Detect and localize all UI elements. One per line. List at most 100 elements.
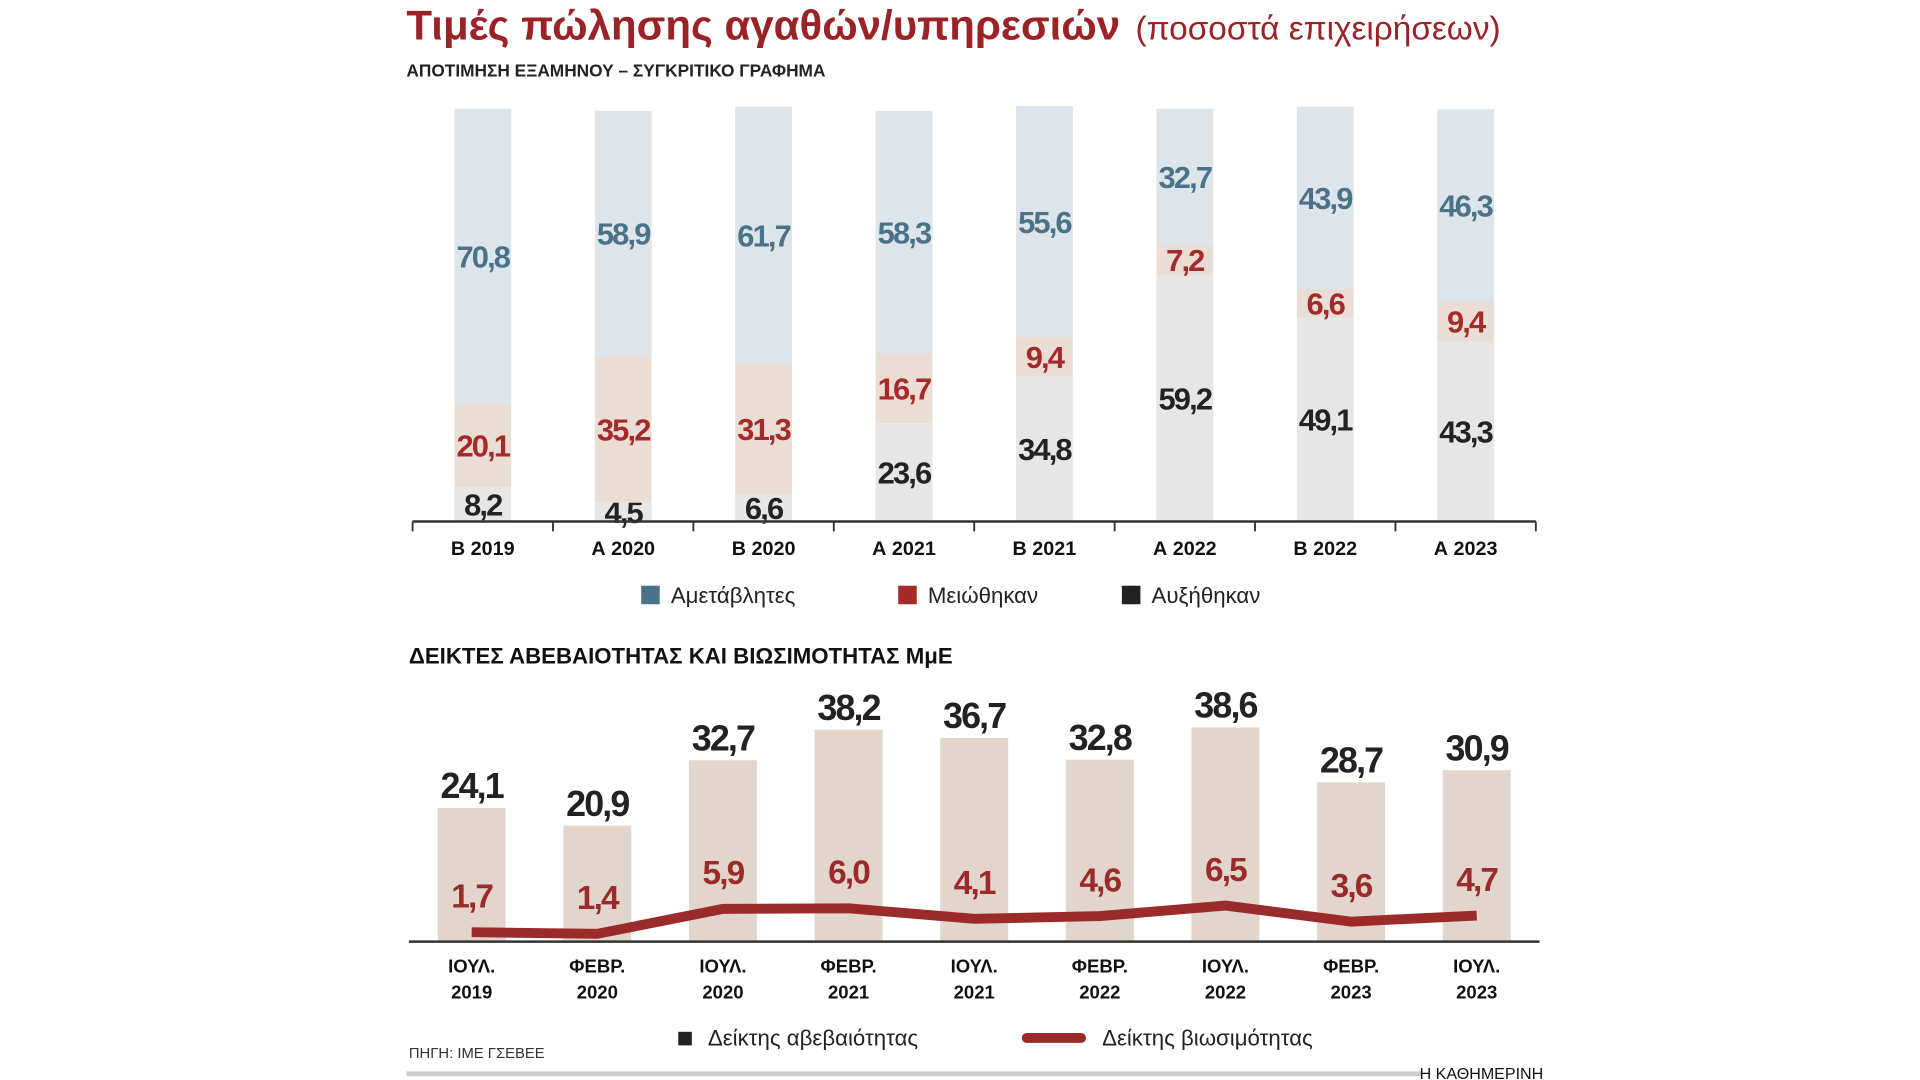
value-label: 4,6 [1079,862,1121,899]
bar-segment [1015,376,1073,522]
value-label: 70,8 [456,239,510,274]
bar-segment [1156,108,1214,245]
legend-label: Δείκτης αβεβαιότητας [708,1025,919,1050]
value-label: 31,3 [737,412,791,447]
x-tick-label: ΦΕΒΡ. [821,955,877,976]
value-label: 4,7 [1456,862,1498,899]
bar-segment [875,353,933,424]
value-label: 8,2 [464,488,502,523]
x-tick-label: Β 2019 [451,538,515,560]
bar-segment [1156,244,1214,275]
bar-segment [1296,316,1354,522]
bar-segment [875,110,933,354]
x-tick-label: Α 2021 [872,538,936,560]
x-tick-label: 2023 [1456,981,1497,1002]
source: ΠΗΓΗ: ΙΜΕ ΓΣΕΒΕΕ [409,1046,545,1062]
value-label: 6,6 [745,491,784,526]
x-tick-label: 2020 [702,981,743,1002]
x-tick-label: Β 2021 [1013,538,1077,560]
value-label: 58,3 [878,215,932,250]
value-label: 34,8 [1018,432,1072,467]
x-tick-label: ΙΟΥΛ. [699,955,746,976]
value-label: 9,4 [1447,305,1486,340]
value-label: 38,6 [1194,686,1257,726]
value-label: 46,3 [1439,189,1493,224]
bar [940,738,1009,942]
x-tick-label: Α 2020 [591,538,655,560]
bar-segment [875,423,933,522]
x-tick-label: Α 2022 [1153,538,1217,560]
bar-segment [1296,289,1354,317]
value-label: 23,6 [878,455,932,490]
value-label: 38,2 [817,688,880,728]
caption: ΑΠΟΤΙΜΗΣΗ ΕΞΑΜΗΝΟΥ – ΣΥΓΚΡΙΤΙΚΟ ΓΡΑΦΗΜΑ [406,61,826,81]
chart-title: ΔΕΙΚΤΕΣ ΑΒΕΒΑΙΟΤΗΤΑΣ ΚΑΙ ΒΙΩΣΙΜΟΤΗΤΑΣ Μμ… [409,644,953,669]
value-label: 43,3 [1439,414,1493,449]
bar-segment [1156,274,1214,522]
legend-swatch [641,585,660,605]
x-tick-label: 2022 [1205,981,1246,1002]
value-label: 4,1 [954,865,996,902]
value-label: 5,9 [703,855,745,892]
legend-label: Μειώθηκαν [928,583,1038,608]
legend-label: Δείκτης βιωσιμότητας [1102,1025,1313,1050]
value-label: 32,8 [1069,718,1132,758]
bar-segment [735,363,793,494]
value-label: 9,4 [1026,340,1065,375]
value-label: 49,1 [1299,402,1353,437]
value-label: 35,2 [597,413,650,448]
x-tick-label: 2020 [577,981,618,1002]
bar-segment [1296,106,1354,290]
value-label: 32,7 [1158,160,1211,195]
legend-swatch [898,585,917,605]
value-label: 6,0 [828,855,870,892]
value-label: 30,9 [1446,728,1509,768]
value-label: 16,7 [878,372,931,407]
chart-title: Τιμές πώλησης αγαθών/υπηρεσιών [406,2,1120,49]
x-tick-label: 2019 [451,981,492,1002]
bar-segment [454,108,512,404]
value-label: 20,1 [456,429,510,464]
x-tick-label: ΙΟΥΛ. [951,955,998,976]
value-label: 32,7 [692,718,755,758]
brand: Η ΚΑΘΗΜΕΡΙΝΗ [1420,1065,1544,1080]
value-label: 55,6 [1018,205,1072,240]
value-label: 1,4 [577,880,620,917]
bar-segment [735,106,793,364]
value-label: 36,7 [943,696,1006,736]
legend-swatch [678,1031,692,1046]
bar-segment [454,487,512,522]
value-label: 59,2 [1158,381,1211,416]
bar-segment [1437,341,1495,522]
legend-swatch [1121,585,1141,605]
x-tick-label: ΦΕΒΡ. [569,955,625,976]
bar-segment [594,356,652,503]
x-tick-label: ΙΟΥΛ. [448,955,495,976]
value-label: 6,6 [1307,286,1346,321]
x-tick-label: Β 2020 [732,538,796,560]
x-tick-label: ΙΟΥΛ. [1453,955,1500,976]
bar-segment [454,403,512,488]
value-label: 6,5 [1205,852,1247,889]
bar [437,807,506,942]
x-tick-label: Α 2023 [1434,538,1498,560]
chart-subtitle: (ποσοστά επιχειρήσεων) [1136,11,1501,48]
x-tick-label: 2021 [954,981,995,1002]
x-tick-label: 2022 [1079,981,1120,1002]
bar-segment [1015,105,1073,338]
x-tick-label: ΦΕΒΡ. [1072,955,1128,976]
value-label: 28,7 [1320,741,1383,781]
value-label: 58,9 [597,217,651,252]
value-label: 7,2 [1166,243,1204,278]
x-tick-label: ΙΟΥΛ. [1202,955,1249,976]
bar [563,825,632,942]
x-tick-label: 2021 [828,981,869,1002]
bar-segment [594,110,652,357]
bar-segment [735,493,793,522]
x-tick-label: Β 2022 [1293,538,1357,560]
bar-segment [1437,109,1495,303]
value-label: 20,9 [566,784,629,824]
x-tick-label: ΦΕΒΡ. [1323,955,1379,976]
bar-segment [594,502,652,522]
